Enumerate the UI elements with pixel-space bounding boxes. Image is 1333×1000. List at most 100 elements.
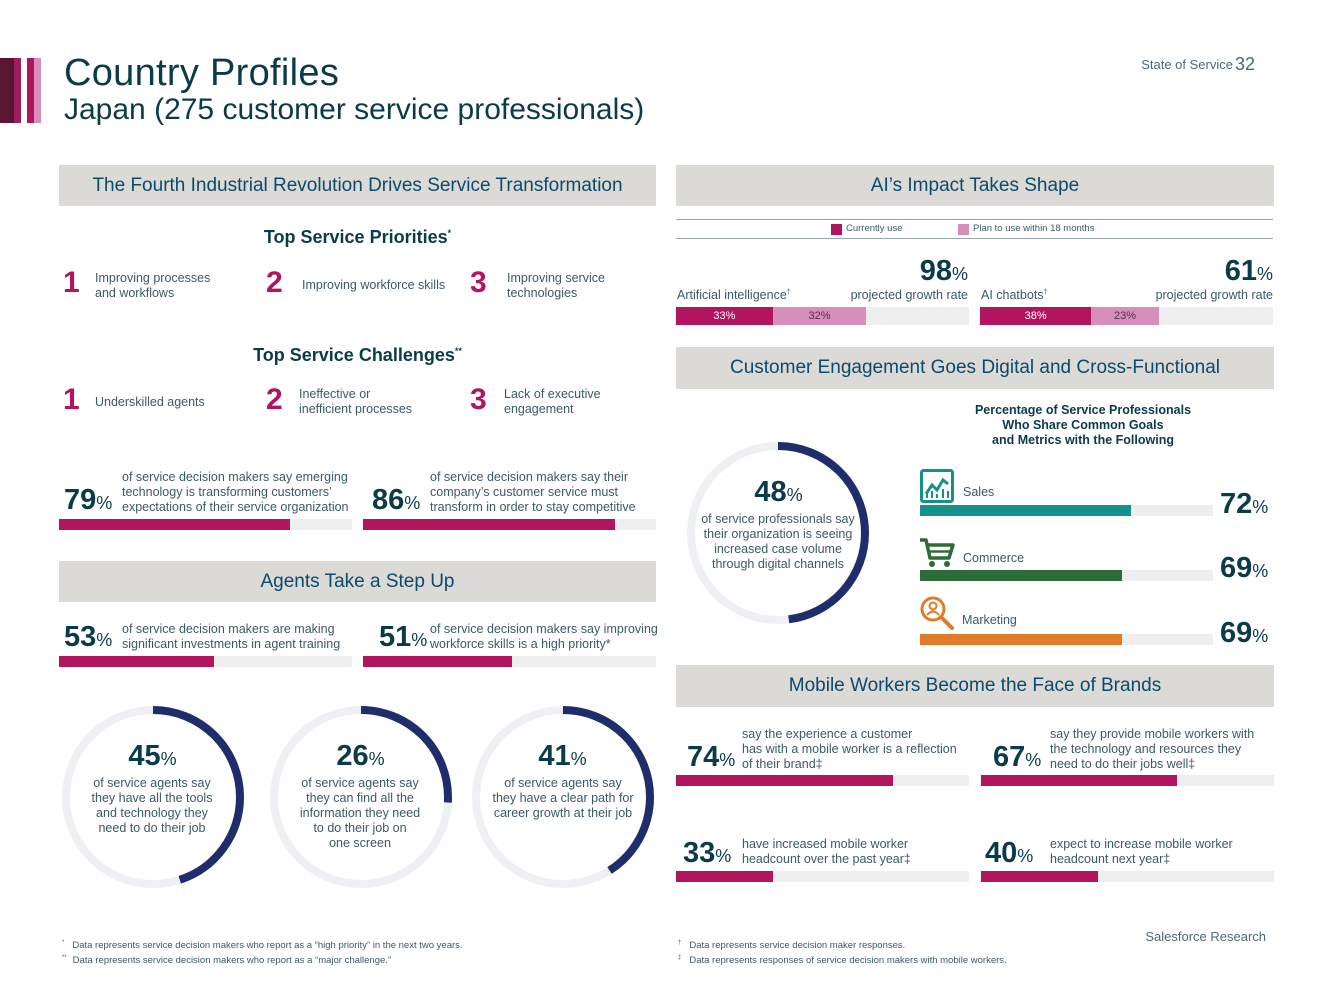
agent-donut-value-2: 26% [336,740,385,772]
agent-stat-bar-fill-2 [363,656,513,667]
ai-item-bar-2: 38% 23% [980,307,1273,325]
transform-stat-bar-fill-1 [59,519,291,530]
agent-stat-value-2: 51% [379,621,428,653]
brand-stripe-3 [21,58,27,123]
agent-donut-value-3: 41% [538,740,587,772]
challenge-label-3: Lack of executive engagement [504,387,601,416]
agent-donut-text-3: of service agents say they have a clear p… [492,776,634,820]
engagement-bar-marketing [920,634,1213,645]
mobile-stat-text-2: say they provide mobile workers with the … [1050,727,1255,771]
ai-item-bar-plan-1: 32% [772,307,867,325]
ai-item-growth-label-2: projected growth rate [1155,288,1273,302]
section-engagement-header: Customer Engagement Goes Digital and Cro… [676,347,1274,389]
section-ai-impact-title: AI’s Impact Takes Shape [870,174,1080,196]
ai-legend-bottom-rule [676,238,1273,239]
challenge-rank-3: 3 [470,383,487,416]
priority-label-3: Improving service technologies [507,271,605,300]
priority-label-2: Improving workforce skills [302,278,446,292]
transform-stat-value-2: 86% [372,484,421,516]
engagement-value-commerce: 69% [1220,552,1269,584]
brand-stripe-4 [27,58,34,123]
priority-rank-2: 2 [266,266,283,299]
engagement-bar-fill-marketing [920,634,1123,645]
page-title: Country Profiles [64,52,340,94]
section-mobile-title: Mobile Workers Become the Face of Brands [788,675,1162,696]
sales-chart-icon [920,469,954,503]
section-agents-header: Agents Take a Step Up [59,561,656,602]
transform-stat-bar-2 [363,519,656,530]
section-mobile-header: Mobile Workers Become the Face of Brands [676,665,1274,707]
ai-item-bar-current-1: 33% [676,307,773,325]
section-ai-impact-header: AI’s Impact Takes Shape [676,165,1274,206]
section-fourth-ir-header: The Fourth Industrial Revolution Drives … [59,165,656,206]
agent-donut-2 [270,706,452,888]
mobile-stat-bar-fill-2 [981,775,1178,786]
engagement-donut-arc [687,442,869,624]
engagement-value-sales: 72% [1220,488,1269,520]
ai-item-label-2: AI chatbots† [981,288,1048,302]
engagement-label-marketing: Marketing [962,613,1017,627]
agent-donut-text-2: of service agents say they can find all t… [299,776,421,850]
agent-donut-arc-1 [62,706,244,888]
mobile-stat-value-4: 40% [985,837,1034,869]
agent-donut-text-1: of service agents say they have all the t… [91,776,213,835]
agent-stat-bar-2 [363,656,656,667]
ai-item-bar-plan-2: 23% [1091,307,1159,325]
engagement-donut [687,442,869,624]
mobile-stat-bar-4 [981,871,1274,882]
brand-stripe-1 [0,58,14,123]
agent-donut-arc-3 [472,706,654,888]
ai-item-growth-label-1: projected growth rate [850,288,968,302]
ai-item-label-1: Artificial intelligence† [677,288,791,302]
challenge-label-2: Ineffective or inefficient processes [299,387,413,416]
page-subtitle: Japan (275 customer service professional… [64,93,645,126]
footnotes-right: † Data represents service decision maker … [678,940,1007,967]
engagement-bar-fill-sales [920,505,1131,516]
engagement-label-sales: Sales [963,485,995,499]
engagement-donut-text: of service professionals say their organi… [701,512,855,571]
section-engagement-title: Customer Engagement Goes Digital and Cro… [729,357,1220,378]
priority-rank-3: 3 [470,266,487,299]
agent-donut-arc-2 [270,706,452,888]
ai-item-growth-2: 61% [1224,255,1273,287]
page-number: 32 [1234,54,1255,74]
transform-stat-text-1: of service decision makers say emerging t… [122,470,349,514]
footnotes-left: * Data represents service decision makers… [62,940,463,967]
mobile-stat-value-2: 67% [993,741,1042,773]
section-fourth-ir-title: The Fourth Industrial Revolution Drives … [92,174,623,196]
section-agents-title: Agents Take a Step Up [260,570,455,592]
ai-legend-top-rule [676,219,1273,220]
legend-label-plan: Plan to use within 18 months [973,223,1095,234]
magnifier-icon [920,596,954,630]
mobile-stat-bar-fill-3 [676,871,773,882]
agent-stat-text-1: of service decision makers are making sig… [122,622,341,651]
engagement-label-commerce: Commerce [963,551,1025,565]
agent-stat-text-2: of service decision makers say improving… [430,622,658,651]
agent-donut-1 [62,706,244,888]
brand-footer: Salesforce Research [1145,929,1266,944]
mobile-stat-text-3: have increased mobile worker headcount ov… [742,837,911,866]
engagement-value-marketing: 69% [1220,617,1269,649]
agent-stat-bar-1 [59,656,352,667]
challenges-heading: Top Service Challenges** [253,345,462,365]
transform-stat-bar-fill-2 [363,519,615,530]
mobile-stat-text-1: say the experience a customer has with a … [742,727,957,771]
engagement-chart-title: Percentage of Service Professionals Who S… [974,403,1192,447]
mobile-stat-bar-fill-1 [676,775,893,786]
brand-stripe-2 [14,58,21,123]
mobile-stat-bar-fill-4 [981,871,1099,882]
engagement-bar-commerce [920,570,1213,581]
challenge-rank-1: 1 [63,383,80,416]
challenge-rank-2: 2 [266,383,283,416]
engagement-donut-value: 48% [754,476,803,508]
legend-swatch-current [831,224,842,235]
mobile-stat-value-1: 74% [687,741,736,773]
transform-stat-value-1: 79% [64,484,113,516]
priority-rank-1: 1 [63,266,80,299]
agent-donut-3 [472,706,654,888]
report-name: State of Service [1141,57,1233,72]
agent-stat-value-1: 53% [64,621,113,653]
mobile-stat-text-4: expect to increase mobile worker headcoun… [1050,837,1233,866]
mobile-stat-value-3: 33% [683,837,732,869]
shopping-cart-icon [920,538,955,567]
